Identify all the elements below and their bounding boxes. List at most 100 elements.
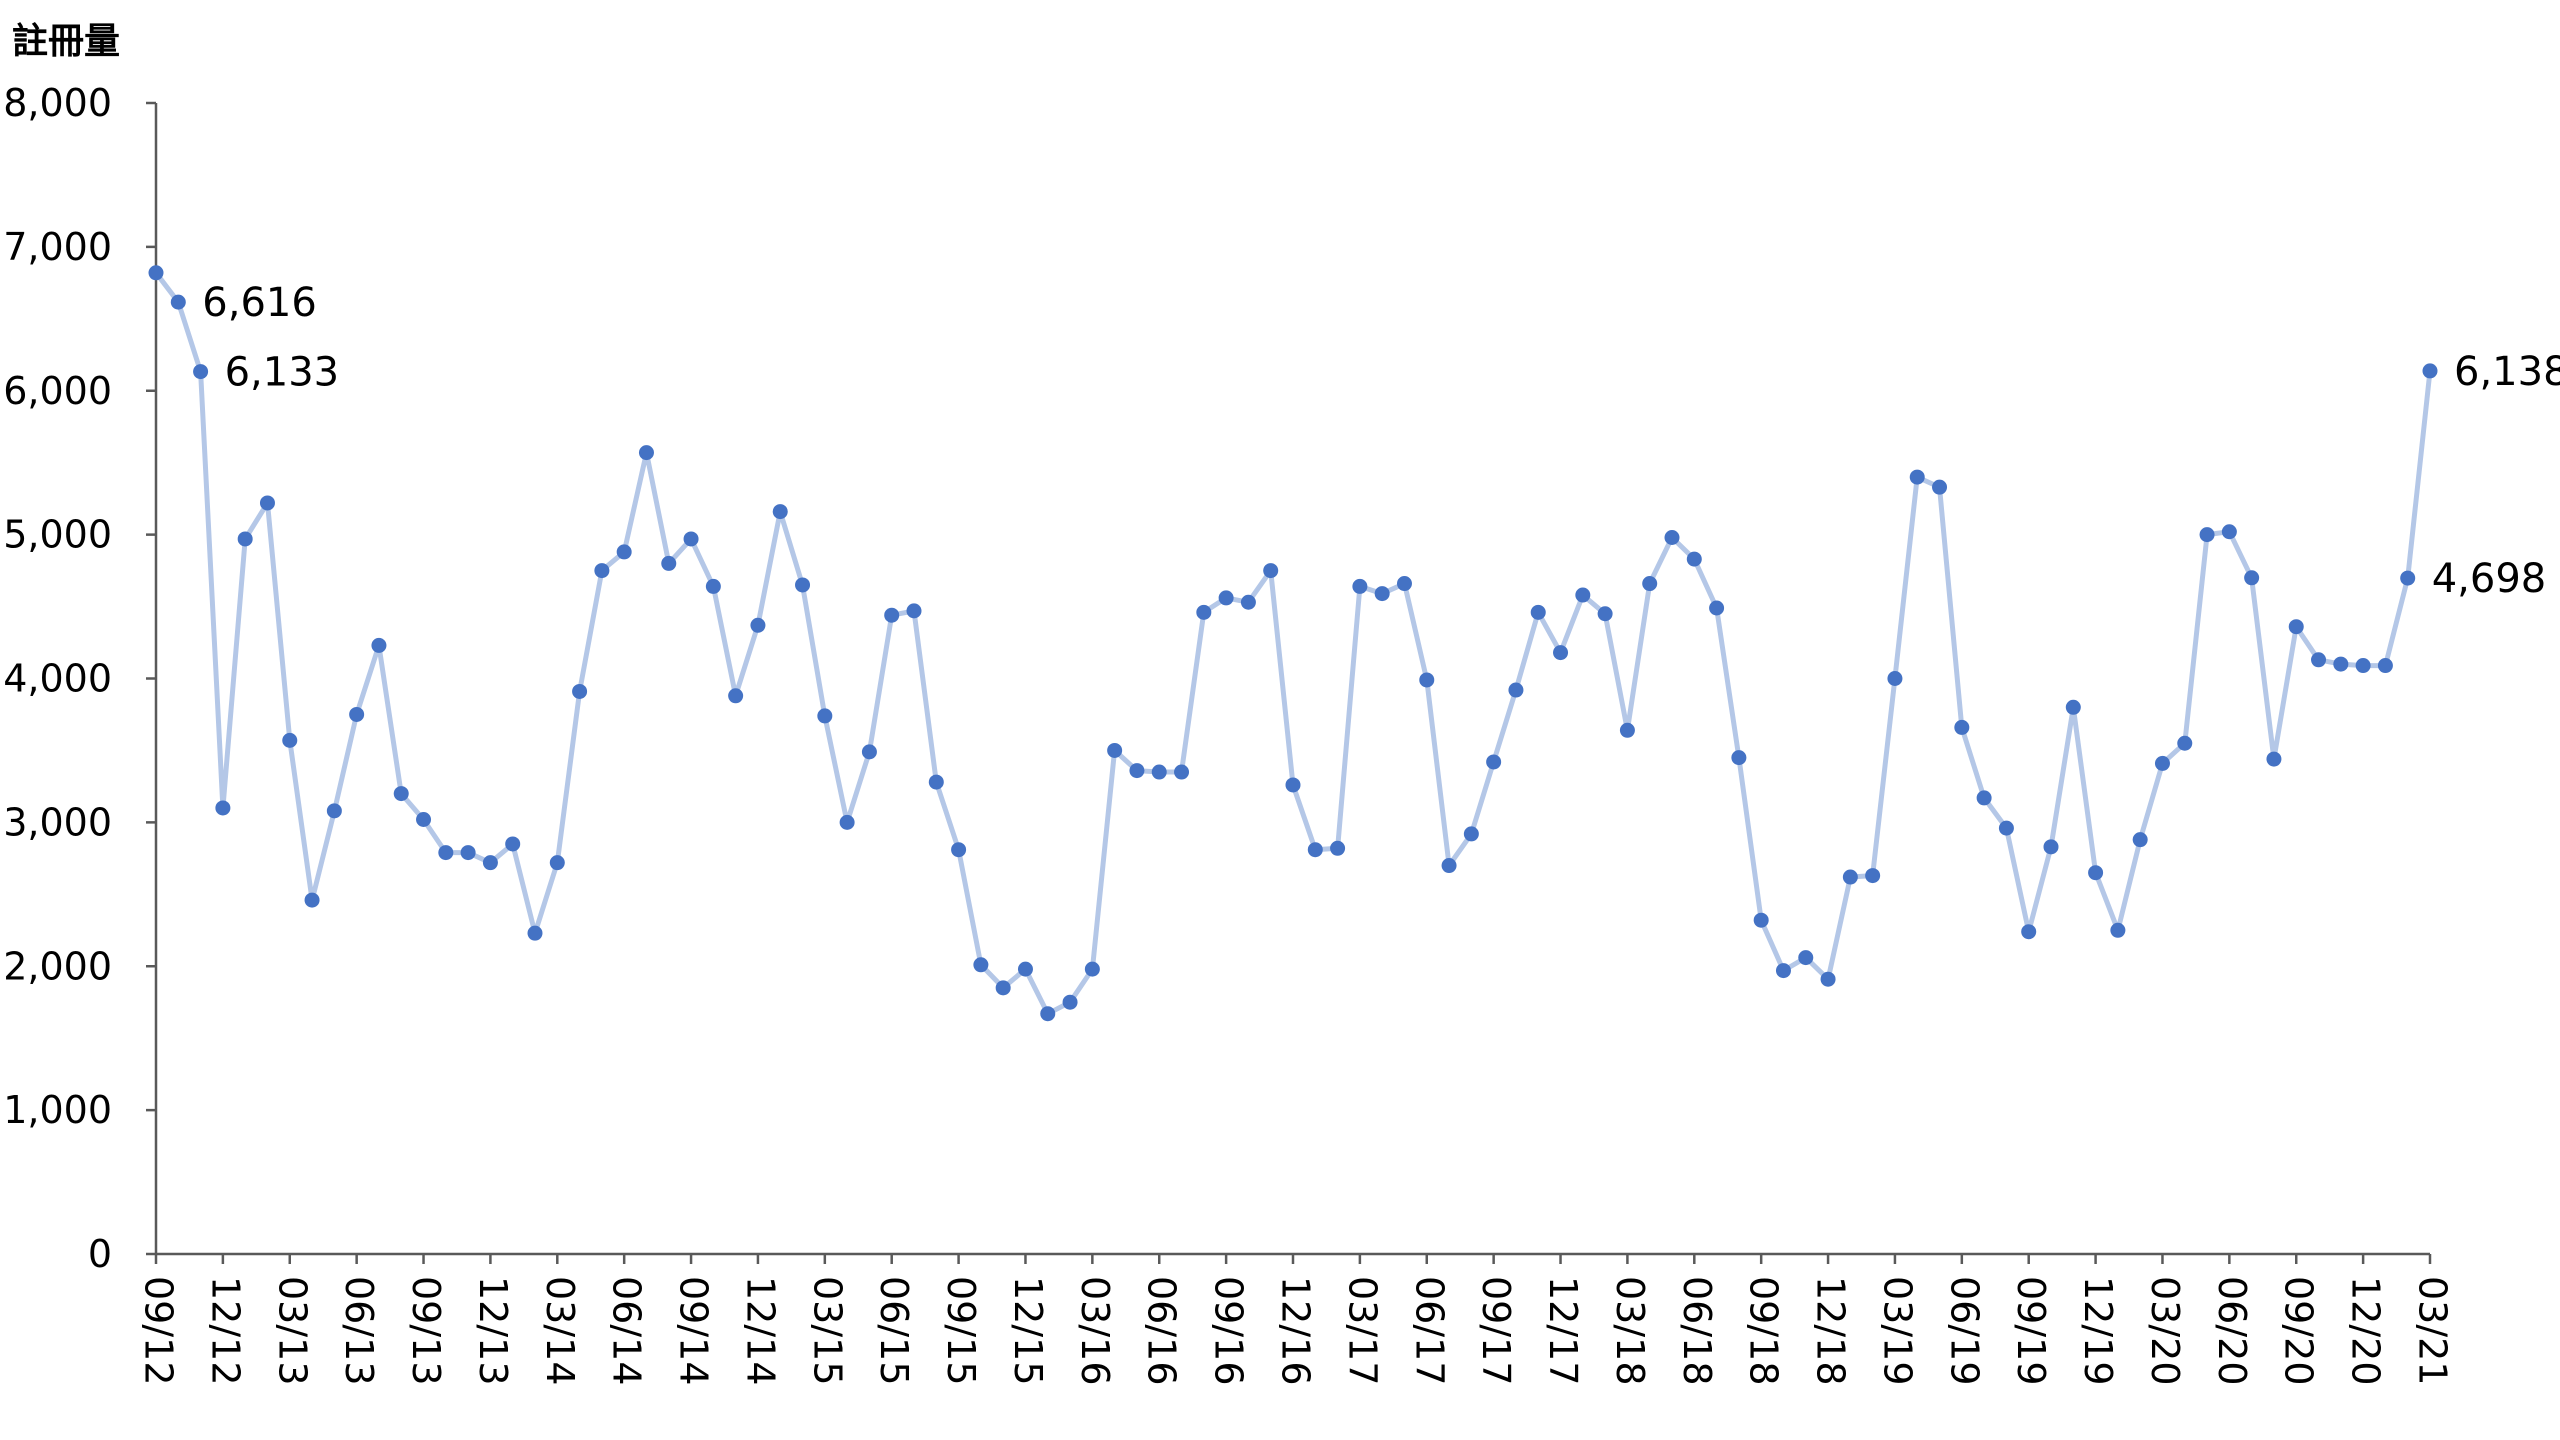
data-point xyxy=(438,845,454,861)
data-point xyxy=(349,706,365,722)
data-point xyxy=(1998,820,2014,836)
y-tick-label: 3,000 xyxy=(3,800,112,844)
data-point xyxy=(460,845,476,861)
y-tick-label: 6,000 xyxy=(3,369,112,413)
data-point xyxy=(2065,699,2081,715)
data-point xyxy=(1419,672,1435,688)
data-point xyxy=(1129,763,1145,779)
x-tick-label: 03/21 xyxy=(2411,1276,2455,1386)
data-point xyxy=(795,577,811,593)
data-point xyxy=(1040,1006,1056,1022)
x-tick-label: 09/17 xyxy=(1474,1276,1518,1386)
data-point xyxy=(728,688,744,704)
x-tick-label: 03/18 xyxy=(1608,1276,1652,1386)
data-point xyxy=(2199,527,2215,543)
data-point xyxy=(1196,604,1212,620)
data-point xyxy=(2177,735,2193,751)
x-tick-label: 06/15 xyxy=(872,1276,916,1386)
data-point xyxy=(2266,751,2282,767)
data-point xyxy=(1664,530,1680,546)
data-point xyxy=(1263,563,1279,579)
data-point xyxy=(2355,658,2371,674)
x-tick-label: 12/17 xyxy=(1541,1276,1585,1386)
x-tick-label: 06/16 xyxy=(1140,1276,1184,1386)
data-point xyxy=(1932,479,1948,495)
data-point xyxy=(1240,594,1256,610)
data-point xyxy=(1107,742,1123,758)
data-label: 6,133 xyxy=(225,350,340,396)
data-point xyxy=(148,265,164,281)
x-tick-label: 03/17 xyxy=(1340,1276,1384,1386)
data-point xyxy=(2244,570,2260,586)
axes xyxy=(154,103,2430,1256)
data-point xyxy=(304,892,320,908)
x-tick-label: 12/19 xyxy=(2076,1276,2120,1386)
data-point xyxy=(1709,600,1725,616)
y-tick-label: 0 xyxy=(88,1232,112,1276)
y-tick-label: 8,000 xyxy=(3,81,112,125)
data-point xyxy=(2132,832,2148,848)
x-tick-label: 03/13 xyxy=(270,1276,314,1386)
x-tick-label: 06/14 xyxy=(605,1276,649,1386)
data-point xyxy=(1842,869,1858,885)
data-point xyxy=(951,842,967,858)
x-tick-label: 09/18 xyxy=(1742,1276,1786,1386)
data-point xyxy=(1887,671,1903,686)
y-tick-label: 5,000 xyxy=(3,513,112,557)
data-point xyxy=(1820,971,1836,987)
y-tick-label: 1,000 xyxy=(3,1088,112,1132)
data-point xyxy=(1307,842,1323,858)
data-point xyxy=(2221,524,2237,540)
x-ticks: 09/12 12/12 03/13 06/13 09/13 12/13 03/14 06/14… xyxy=(137,1254,2455,1386)
data-point xyxy=(1396,576,1412,592)
data-point xyxy=(2110,922,2126,938)
data-point xyxy=(416,811,432,827)
data-point xyxy=(616,544,632,560)
data-point xyxy=(1642,576,1658,592)
data-point xyxy=(1330,840,1346,856)
data-point xyxy=(1619,722,1635,738)
data-point xyxy=(861,744,877,760)
x-tick-label: 09/15 xyxy=(939,1276,983,1386)
x-tick-label: 03/14 xyxy=(538,1276,582,1386)
data-point xyxy=(1508,682,1524,698)
data-point xyxy=(705,578,721,594)
x-tick-label: 03/19 xyxy=(1875,1276,1919,1386)
x-tick-label: 09/13 xyxy=(404,1276,448,1386)
x-tick-label: 06/20 xyxy=(2210,1276,2254,1386)
data-point xyxy=(1017,961,1033,977)
data-point xyxy=(1909,469,1925,485)
x-tick-label: 09/20 xyxy=(2277,1276,2321,1386)
data-point xyxy=(282,732,298,748)
data-point xyxy=(1218,590,1234,606)
data-point xyxy=(371,637,387,653)
y-axis-title: 註冊量 xyxy=(12,21,120,62)
data-point xyxy=(1174,764,1190,780)
x-tick-label: 12/13 xyxy=(471,1276,515,1386)
data-point xyxy=(973,957,989,973)
data-point xyxy=(884,607,900,623)
data-point xyxy=(661,555,677,571)
series-line xyxy=(154,271,2433,1017)
x-tick-label: 12/15 xyxy=(1006,1276,1050,1386)
data-point xyxy=(817,708,833,724)
data-point xyxy=(1441,858,1457,874)
data-point xyxy=(1775,963,1791,979)
data-point xyxy=(638,445,654,461)
y-ticks: 0 1,000 2,000 3,000 4,000 5,000 6,000 7,000 8,00… xyxy=(3,81,156,1276)
data-point xyxy=(683,531,699,547)
x-tick-label: 03/15 xyxy=(805,1276,849,1386)
data-label: 4,698 xyxy=(2432,556,2547,602)
y-tick-label: 4,000 xyxy=(3,657,112,701)
data-point xyxy=(2288,619,2304,635)
x-tick-label: 03/20 xyxy=(2143,1276,2187,1386)
data-point xyxy=(995,980,1011,996)
x-tick-label: 06/19 xyxy=(1942,1276,1986,1386)
data-point xyxy=(1575,587,1591,603)
data-labels: 6,616 6,133 4,698 6,138 xyxy=(202,280,2560,602)
data-point xyxy=(2154,755,2170,771)
data-point xyxy=(1553,645,1569,661)
data-point xyxy=(772,504,788,520)
data-point xyxy=(2400,570,2416,586)
x-tick-label: 09/14 xyxy=(672,1276,716,1386)
